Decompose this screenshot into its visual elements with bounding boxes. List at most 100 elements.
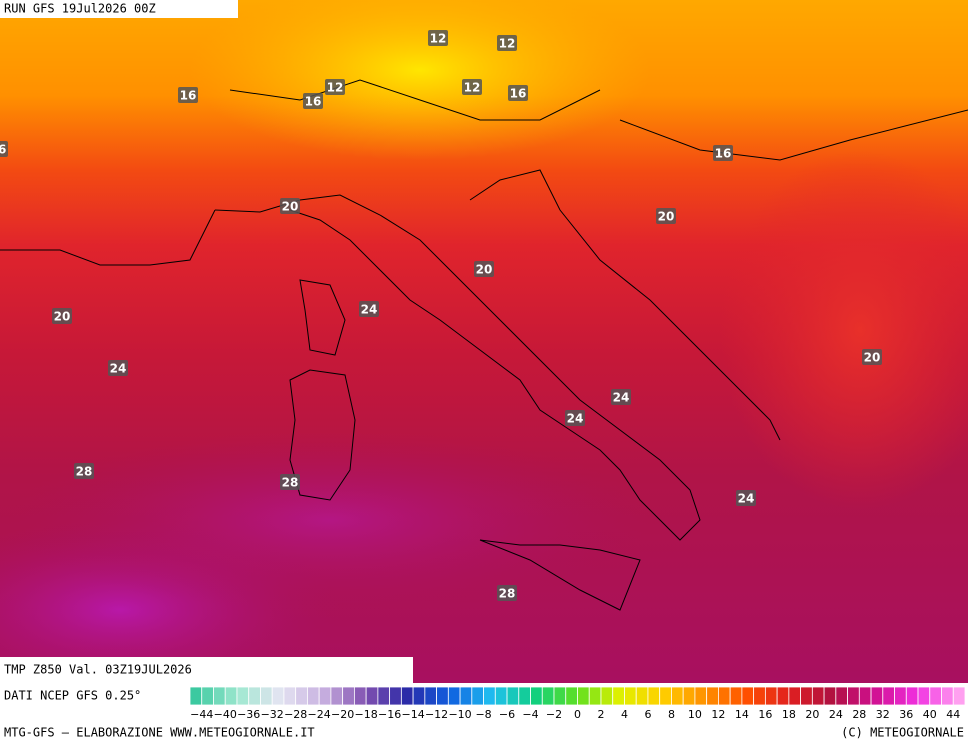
colorbar-swatch (682, 686, 696, 706)
contour-label: 28 (280, 474, 300, 490)
colorbar-swatch (694, 686, 708, 706)
label-text: 28 (499, 587, 516, 601)
colorbar-swatch (929, 686, 942, 706)
colorbar-swatch (753, 686, 766, 706)
colorbar-swatch (858, 686, 872, 706)
colorbar-swatch (377, 686, 391, 706)
colorbar-swatch (201, 686, 214, 706)
colorbar-swatch (471, 686, 484, 706)
label-box (178, 87, 198, 103)
colorbar-swatch (788, 686, 802, 706)
label-text: 24 (361, 303, 378, 317)
label-text: 16 (180, 89, 197, 103)
label-text: 16 (715, 147, 732, 161)
copyright: (C) METEOGIORNALE (841, 726, 964, 740)
colorbar-swatch (236, 686, 250, 706)
label-text: 12 (464, 81, 481, 95)
label-text: 20 (54, 310, 71, 324)
label-box (736, 490, 756, 506)
colorbar-tick: −32 (261, 708, 284, 721)
colorbar-swatch (436, 686, 449, 706)
colorbar-swatch (295, 686, 308, 706)
label-text: 20 (476, 263, 493, 277)
label-box (280, 198, 300, 214)
label-box (359, 301, 379, 317)
colorbar-swatch (189, 686, 203, 706)
label-box (611, 389, 631, 405)
colorbar-tick: 44 (946, 708, 960, 721)
colorbar-tick: 40 (923, 708, 937, 721)
contour-label: 16 (303, 93, 323, 109)
label-box (280, 474, 300, 490)
label-text: 16 (0, 143, 6, 157)
colorbar-swatch (894, 686, 907, 706)
label-box (462, 79, 482, 95)
colorbar-swatch (647, 686, 661, 706)
colorbar-swatch (506, 686, 520, 706)
colorbar-tick: 24 (829, 708, 843, 721)
colorbar-swatch (952, 686, 966, 706)
colorbar-swatch (600, 686, 614, 706)
colorbar-swatch (905, 686, 919, 706)
colorbar-swatch (577, 686, 590, 706)
label-text: 24 (613, 391, 630, 405)
label-box (656, 208, 676, 224)
colorbar-swatch (353, 686, 367, 706)
label-box (713, 145, 733, 161)
colorbar-swatch (412, 686, 426, 706)
label-text: 28 (76, 465, 93, 479)
colorbar-swatch (764, 686, 778, 706)
colorbar-swatch (459, 686, 473, 706)
label-text: 20 (282, 200, 299, 214)
colorbar-swatch (365, 686, 379, 706)
label-text: 12 (430, 32, 447, 46)
run-title: RUN GFS 19Jul2026 00Z (4, 2, 156, 16)
colorbar-swatch (447, 686, 461, 706)
colorbar-tick: 2 (597, 708, 604, 721)
coastlines (0, 79, 968, 611)
colorbar-swatch (483, 686, 496, 706)
colorbar-tick: 6 (644, 708, 651, 721)
contour-label: 24 (359, 301, 379, 317)
colorbar-swatch (659, 686, 672, 706)
contour-label: 24 (565, 410, 585, 426)
label-box (303, 93, 323, 109)
contour-label: 16 (178, 87, 198, 103)
contour-label: 24 (736, 490, 756, 506)
colorbar-swatch (494, 686, 508, 706)
colorbar-tick: 36 (899, 708, 913, 721)
colorbar-swatch (330, 686, 344, 706)
colorbar-tick: 4 (621, 708, 628, 721)
colorbar-tick: −44 (190, 708, 213, 721)
temperature-field (0, 0, 968, 683)
colorbar-tick: −6 (499, 708, 515, 721)
colorbar-swatch (213, 686, 226, 706)
contour-label: 24 (108, 360, 128, 376)
colorbar-swatch (729, 686, 743, 706)
label-box (52, 308, 72, 324)
label-box (474, 261, 494, 277)
colorbar-swatch (565, 686, 578, 706)
colorbar-tick: −4 (522, 708, 538, 721)
colorbar-swatch (835, 686, 848, 706)
contour-label: 20 (656, 208, 676, 224)
colorbar-tick: −40 (214, 708, 237, 721)
colorbar-tick: −24 (308, 708, 331, 721)
colorbar-swatch (624, 686, 637, 706)
colorbar-swatch (307, 686, 320, 706)
label-text: 24 (110, 362, 127, 376)
field-box (0, 657, 413, 683)
contour-label: 28 (74, 463, 94, 479)
colorbar-swatch (424, 686, 437, 706)
colorbar-swatch (706, 686, 719, 706)
colorbar-swatch (741, 686, 755, 706)
label-box (325, 79, 345, 95)
colorbar-swatch (588, 686, 602, 706)
label-text: 20 (658, 210, 675, 224)
colorbar-tick: −20 (331, 708, 354, 721)
colorbar-swatch (847, 686, 860, 706)
colorbar-tick: −36 (237, 708, 260, 721)
colorbar-tick: 14 (735, 708, 749, 721)
colorbar-tick: 16 (758, 708, 772, 721)
